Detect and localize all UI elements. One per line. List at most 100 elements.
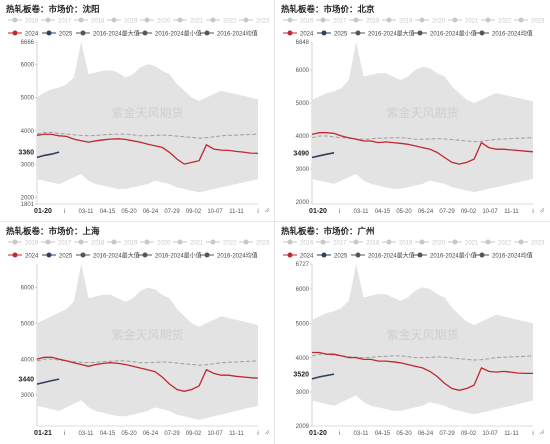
x-tick-label: 10-07 xyxy=(207,431,223,437)
legend-label: 2025 xyxy=(334,254,348,260)
legend-item-2016-2024最大值: 2016-2024最大值 xyxy=(351,30,415,38)
legend-item-2019: 2019 xyxy=(382,17,413,25)
legend-marker xyxy=(243,17,249,23)
chart-panel-3: 热轧板卷：市场价：上海 2016 2017 2018 2019 2020 2021 2022 2… xyxy=(0,222,275,444)
chart-title: 热轧板卷：市场价：上海 xyxy=(6,226,100,236)
series-2025-line xyxy=(311,373,335,380)
x-tick-label: 07-29 xyxy=(439,209,455,215)
series-2024-line xyxy=(36,356,259,392)
y-tick-label: 5000 xyxy=(21,322,35,328)
y-tick-label: 2000 xyxy=(296,200,310,206)
legend-marker xyxy=(78,239,84,245)
y-tick-label: 2000 xyxy=(21,196,35,202)
resize-corner-icon xyxy=(539,207,545,213)
legend-item-2020: 2020 xyxy=(415,239,446,247)
legend-marker xyxy=(111,239,117,245)
legend-item-2016-2024最小值: 2016-2024最小值 xyxy=(138,252,202,260)
legend-item-2017: 2017 xyxy=(316,17,347,25)
range-band-max-min xyxy=(37,264,258,420)
legend-label: 2019 xyxy=(399,241,413,247)
legend-label: 2016-2024均值 xyxy=(492,252,533,260)
legend-label: 2020 xyxy=(432,19,446,25)
legend-marker xyxy=(210,239,216,245)
legend-item-2025: 2025 xyxy=(317,252,348,260)
legend-marker xyxy=(46,252,52,258)
x-tick-label: 09-02 xyxy=(461,209,477,215)
legend-item-2023: 2023 xyxy=(514,17,545,25)
legend-marker xyxy=(12,252,18,258)
watermark: 紫金天风期货 xyxy=(111,105,183,120)
legend-label: 2016 xyxy=(300,19,314,25)
legend-item-2019: 2019 xyxy=(382,239,413,247)
y-tick-label: 3000 xyxy=(296,390,310,396)
legend-marker xyxy=(177,17,183,23)
resize-corner-icon xyxy=(539,429,545,435)
legend-item-2025: 2025 xyxy=(317,30,348,38)
legend-marker xyxy=(80,30,86,36)
legend-item-2016-2024最小值: 2016-2024最小值 xyxy=(413,252,477,260)
legend-marker xyxy=(353,239,359,245)
x-tick-label: 04-15 xyxy=(375,209,391,215)
legend-marker xyxy=(321,30,327,36)
legend-item-2024: 2024 xyxy=(8,252,39,260)
legend-item-2020: 2020 xyxy=(415,17,446,25)
x-tick-label: 06-24 xyxy=(418,209,434,215)
legend-item-2021: 2021 xyxy=(173,17,204,25)
legend-marker xyxy=(353,17,359,23)
y-tick-label: 4000 xyxy=(21,129,35,135)
x-tick-label: 04-15 xyxy=(375,431,391,437)
legend-marker xyxy=(12,17,18,23)
legend-label: 2020 xyxy=(432,241,446,247)
x-tick-label: 03-11 xyxy=(79,209,95,215)
legend-item-2020: 2020 xyxy=(140,17,171,25)
chart-title: 热轧板卷：市场价：北京 xyxy=(281,4,375,14)
series-mean-line xyxy=(311,353,534,361)
legend-marker xyxy=(518,17,524,23)
x-tick-label: i xyxy=(257,431,258,437)
legend-item-2017: 2017 xyxy=(41,239,72,247)
x-tick-label: i xyxy=(532,209,533,215)
chart-svg-4: 热轧板卷：市场价：广州 2016 2017 2018 2019 2020 2021 2022 2… xyxy=(281,226,545,437)
series-2024-line xyxy=(311,132,534,165)
legend-label: 2018 xyxy=(366,19,380,25)
x-tick-label: 07-29 xyxy=(164,209,180,215)
x-tick-label: 11-11 xyxy=(504,431,519,437)
legend-label: 2017 xyxy=(333,241,347,247)
legend-label: 2025 xyxy=(334,32,348,38)
legend-marker xyxy=(12,30,18,36)
legend-item-2016: 2016 xyxy=(8,239,39,247)
legend-label: 2023 xyxy=(531,241,545,247)
series-mean-line xyxy=(36,131,259,139)
legend-marker xyxy=(210,17,216,23)
legend-label: 2024 xyxy=(25,32,39,38)
x-tick-label: 01-21 xyxy=(34,430,52,437)
series-2025-line xyxy=(311,152,335,159)
y-tick-label: 1801 xyxy=(21,202,35,208)
legend-marker xyxy=(287,239,293,245)
watermark: 紫金天风期货 xyxy=(386,327,458,342)
x-tick-label: 09-02 xyxy=(186,431,202,437)
legend-item-2016-2024最小值: 2016-2024最小值 xyxy=(138,30,202,38)
legend-label: 2016 xyxy=(25,241,39,247)
legend-item-2019: 2019 xyxy=(107,239,138,247)
legend-label: 2021 xyxy=(190,241,204,247)
legend-label: 2016-2024最大值 xyxy=(368,30,415,38)
legend-marker xyxy=(287,30,293,36)
y-tick-label: 6848 xyxy=(296,40,310,46)
legend-item-2022: 2022 xyxy=(481,17,512,25)
legend-label: 2016-2024最小值 xyxy=(430,252,477,260)
chart-svg-2: 热轧板卷：市场价：北京 2016 2017 2018 2019 2020 2021 2022 2… xyxy=(281,4,545,215)
chart-svg-1: 热轧板卷：市场价：沈阳 2016 2017 2018 2019 2020 2021 2022 2… xyxy=(6,4,270,215)
panel-divider-horizontal xyxy=(0,221,550,222)
legend-item-2016-2024均值: 2016-2024均值 xyxy=(200,252,258,260)
legend-label: 2021 xyxy=(190,19,204,25)
x-tick-label: 11-11 xyxy=(504,209,519,215)
y-tick-label: 3000 xyxy=(21,162,35,168)
legend-label: 2024 xyxy=(300,254,314,260)
legend-marker xyxy=(45,239,51,245)
legend-item-2016-2024最大值: 2016-2024最大值 xyxy=(76,252,140,260)
legend-item-2019: 2019 xyxy=(107,17,138,25)
x-tick-label: 05-20 xyxy=(121,431,137,437)
x-tick-label: 09-02 xyxy=(186,209,202,215)
x-tick-label: 10-07 xyxy=(482,431,498,437)
